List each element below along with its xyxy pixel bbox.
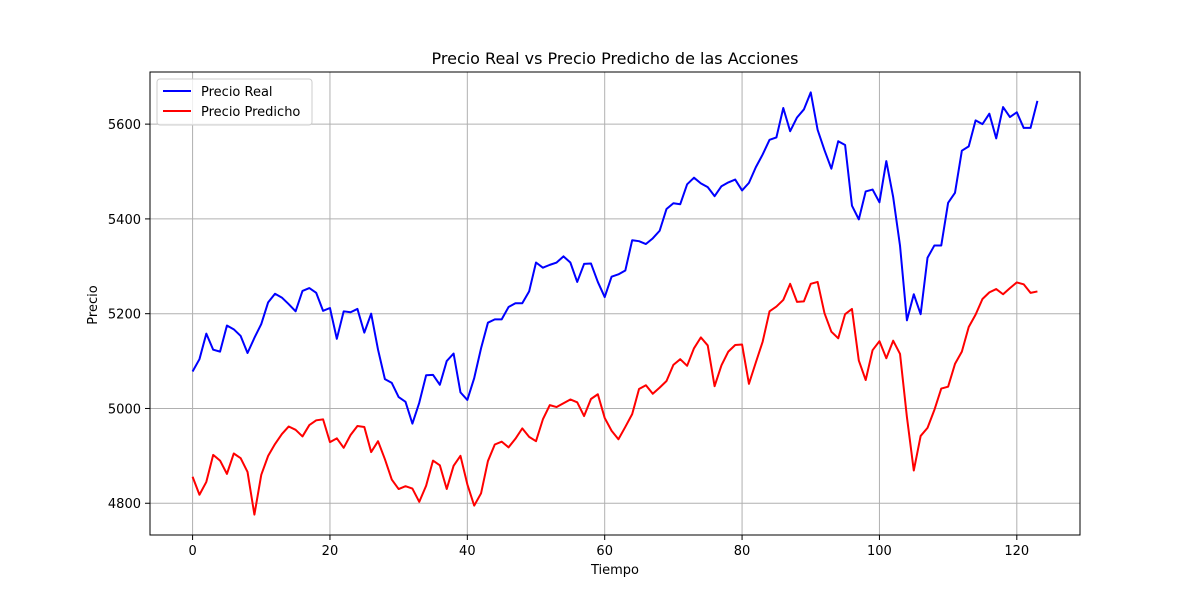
x-tick-label: 60 <box>596 544 613 559</box>
y-tick-label: 5400 <box>108 213 141 228</box>
x-tick-label: 100 <box>867 544 892 559</box>
plot-area: 0 20 40 60 80 100 120 4800 5000 5200 5400 5600 <box>108 71 1081 559</box>
series-line-precio-real <box>191 91 1039 425</box>
x-tick-label: 20 <box>322 544 339 559</box>
y-tick-label: 5000 <box>108 402 141 417</box>
x-tick-label: 120 <box>1004 544 1029 559</box>
series-line-precio-predicho <box>191 280 1038 516</box>
x-tick-label: 80 <box>734 544 751 559</box>
axes-frame <box>149 71 1081 536</box>
legend-box <box>156 78 313 126</box>
y-axis-label: Precio <box>86 285 101 324</box>
x-tick-label: 40 <box>459 544 476 559</box>
chart-title: Precio Real vs Precio Predicho de las Ac… <box>432 49 799 68</box>
x-axis-label: Tiempo <box>590 563 639 578</box>
y-tick-label: 5600 <box>108 118 141 133</box>
legend-label-precio-predicho: Precio Predicho <box>201 105 300 120</box>
y-tick-label: 4800 <box>108 497 141 512</box>
legend-label-precio-real: Precio Real <box>201 85 273 100</box>
legend: Precio Real Precio Predicho <box>156 78 313 126</box>
x-tick-label: 0 <box>188 544 196 559</box>
y-tick-label: 5200 <box>108 308 141 323</box>
